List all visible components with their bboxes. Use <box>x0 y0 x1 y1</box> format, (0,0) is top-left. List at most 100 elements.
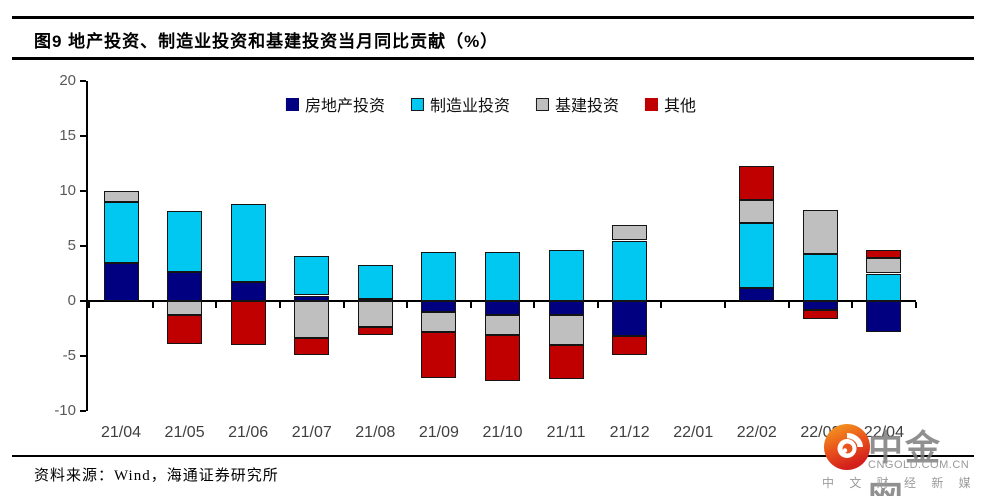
y-axis-tick <box>80 355 86 357</box>
x-axis-tick <box>596 302 599 308</box>
legend-label: 房地产投资 <box>304 98 385 115</box>
bar-segment-其他 <box>802 309 838 319</box>
bar-segment-制造业投资 <box>230 204 266 283</box>
bar-segment-其他 <box>294 338 330 355</box>
y-axis-label: 20 <box>59 72 76 89</box>
legend-item-3: 其他 <box>645 92 696 116</box>
x-axis-label: 22/02 <box>736 424 777 441</box>
watermark-brand-text: 中金网 <box>868 429 943 496</box>
x-axis-tick <box>342 302 345 308</box>
legend-label: 制造业投资 <box>429 98 510 115</box>
legend-item-0: 房地产投资 <box>285 92 385 116</box>
bar-segment-其他 <box>230 301 266 345</box>
bar-segment-其他 <box>167 315 203 344</box>
bar-segment-房地产投资 <box>230 282 266 301</box>
y-axis-label: 0 <box>67 292 76 309</box>
title-divider-rule <box>12 57 974 60</box>
x-axis-tick <box>215 302 218 308</box>
footer-rule <box>12 455 974 457</box>
bar-segment-其他 <box>866 250 902 259</box>
bar-segment-房地产投资 <box>612 301 648 337</box>
y-axis-label: 5 <box>67 237 76 254</box>
legend-swatch-icon <box>285 97 299 111</box>
y-axis-tick <box>80 80 86 82</box>
legend-item-2: 基建投资 <box>536 92 619 116</box>
top-rule <box>12 16 974 19</box>
bar-segment-基建投资 <box>612 225 648 241</box>
x-axis-label: 22/04 <box>863 424 904 441</box>
bar-segment-基建投资 <box>421 312 457 332</box>
watermark-tagline-text: 中 文 财 经 新 媒 体 <box>822 476 982 490</box>
y-axis-tick <box>80 190 86 192</box>
legend-label: 基建投资 <box>555 98 620 115</box>
bar-segment-房地产投资 <box>866 301 902 332</box>
bar-segment-制造业投资 <box>103 202 139 263</box>
bar-segment-其他 <box>421 331 457 378</box>
x-axis-label: 21/12 <box>609 424 650 441</box>
bar-segment-基建投资 <box>294 301 330 339</box>
y-axis-label: 10 <box>59 182 76 199</box>
bar-segment-房地产投资 <box>802 301 838 310</box>
legend-item-1: 制造业投资 <box>410 92 510 116</box>
bar-segment-基建投资 <box>866 258 902 274</box>
watermark-url-text: CNGOLD.COM.CN <box>868 459 970 471</box>
x-axis-label: 21/08 <box>355 424 396 441</box>
x-axis-label: 22/01 <box>673 424 714 441</box>
chart-legend: 房地产投资 制造业投资 基建投资 其他 <box>285 92 696 116</box>
y-axis-tick <box>80 245 86 247</box>
x-axis-label: 21/06 <box>228 424 269 441</box>
y-axis-tick <box>80 410 86 412</box>
x-axis-label: 21/07 <box>291 424 332 441</box>
bar-segment-房地产投资 <box>484 301 520 316</box>
bar-segment-制造业投资 <box>548 250 584 301</box>
x-axis-label: 21/05 <box>164 424 205 441</box>
bar-segment-其他 <box>612 336 648 355</box>
x-axis-label: 21/09 <box>418 424 459 441</box>
legend-label: 其他 <box>664 98 697 115</box>
bar-segment-制造业投资 <box>739 222 775 288</box>
legend-swatch-icon <box>536 97 549 111</box>
x-axis-tick <box>469 302 472 308</box>
y-axis-label: 15 <box>59 127 76 144</box>
x-axis-tick <box>151 302 154 308</box>
figure-title: 图9 地产投资、制造业投资和基建投资当月同比贡献（%） <box>34 32 499 51</box>
bar-segment-房地产投资 <box>357 298 393 301</box>
x-axis-label: 21/11 <box>546 424 586 441</box>
x-axis-tick <box>278 302 281 308</box>
bar-segment-制造业投资 <box>484 251 520 301</box>
bar-segment-基建投资 <box>739 199 775 223</box>
bar-segment-基建投资 <box>357 301 393 328</box>
bar-segment-其他 <box>739 165 775 200</box>
y-axis-tick <box>80 300 86 302</box>
x-axis-tick <box>787 302 790 308</box>
x-axis-label: 21/10 <box>482 424 523 441</box>
legend-swatch-icon <box>645 97 659 111</box>
y-axis-label: -5 <box>62 347 76 364</box>
bar-segment-制造业投资 <box>866 273 902 301</box>
bar-segment-其他 <box>548 345 584 380</box>
bar-segment-房地产投资 <box>167 272 203 301</box>
bar-segment-基建投资 <box>548 315 584 345</box>
x-axis-tick <box>660 302 663 308</box>
bar-segment-基建投资 <box>103 191 139 202</box>
y-axis-line <box>86 81 88 411</box>
x-axis-tick <box>914 302 917 308</box>
bar-segment-制造业投资 <box>357 264 393 299</box>
x-axis-tick <box>533 302 536 308</box>
bar-segment-房地产投资 <box>548 301 584 316</box>
x-axis-tick <box>851 302 854 308</box>
bar-segment-制造业投资 <box>802 253 838 301</box>
bar-segment-基建投资 <box>484 315 520 336</box>
x-axis-label: 21/04 <box>100 424 142 441</box>
bar-segment-制造业投资 <box>612 240 648 301</box>
y-axis-tick <box>80 135 86 137</box>
watermark: 中金网 CNGOLD.COM.CN 中 文 财 经 新 媒 体 <box>818 418 982 496</box>
y-axis-label: -10 <box>54 402 76 419</box>
bar-segment-房地产投资 <box>739 287 775 301</box>
bar-segment-房地产投资 <box>103 262 139 301</box>
bar-segment-制造业投资 <box>421 251 457 301</box>
x-axis-tick <box>88 302 91 308</box>
bar-segment-制造业投资 <box>167 210 203 273</box>
